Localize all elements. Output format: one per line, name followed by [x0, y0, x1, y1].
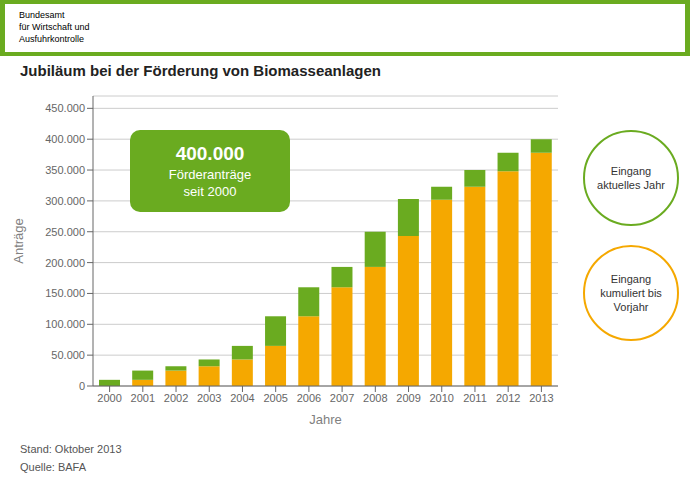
svg-text:400.000: 400.000 [45, 133, 85, 145]
svg-text:2004: 2004 [230, 392, 254, 404]
svg-text:Anträge: Anträge [11, 218, 26, 264]
svg-text:150.000: 150.000 [45, 287, 85, 299]
svg-text:2001: 2001 [131, 392, 155, 404]
html-text:Ausfuhrkontrolle: Ausfuhrkontrolle [19, 34, 84, 44]
svg-text:300.000: 300.000 [45, 195, 85, 207]
html-text:seit 2000: seit 2000 [183, 184, 237, 199]
svg-text:2009: 2009 [396, 392, 420, 404]
svg-text:350.000: 350.000 [45, 164, 85, 176]
html-text:Jubiläum bei der Förderung von: Jubiläum bei der Förderung von Biomassea… [20, 62, 381, 79]
svg-text:200.000: 200.000 [45, 257, 85, 269]
html-text:Eingang kumuliert bis Vorjahr: Eingang kumuliert bis Vorjahr [600, 273, 662, 313]
svg-text:2011: 2011 [463, 392, 487, 404]
svg-text:50.000: 50.000 [51, 349, 85, 361]
svg-text:2007: 2007 [330, 392, 354, 404]
html-text:Eingang aktuelles Jahr: Eingang aktuelles Jahr [597, 165, 665, 191]
svg-text:2010: 2010 [430, 392, 454, 404]
svg-text:2013: 2013 [529, 392, 553, 404]
html-text:Stand: Oktober 2013: Stand: Oktober 2013 [20, 443, 122, 455]
svg-text:2005: 2005 [263, 392, 287, 404]
html-text:Quelle: BAFA: Quelle: BAFA [20, 461, 86, 473]
svg-text:2003: 2003 [197, 392, 221, 404]
html-text:400.000: 400.000 [175, 143, 245, 164]
svg-text:Jahre: Jahre [309, 412, 342, 427]
html-text:Bundesamt: Bundesamt [19, 10, 65, 20]
svg-text:100.000: 100.000 [45, 318, 85, 330]
svg-text:2000: 2000 [97, 392, 121, 404]
html-text:für Wirtschaft und: für Wirtschaft und [19, 22, 90, 32]
svg-text:450.000: 450.000 [45, 102, 85, 114]
svg-text:2006: 2006 [297, 392, 321, 404]
svg-text:250.000: 250.000 [45, 226, 85, 238]
svg-text:2002: 2002 [164, 392, 188, 404]
html-text:Förderanträge: Förderanträge [168, 167, 252, 182]
svg-text:0: 0 [79, 380, 85, 392]
svg-text:2008: 2008 [363, 392, 387, 404]
svg-text:2012: 2012 [496, 392, 520, 404]
